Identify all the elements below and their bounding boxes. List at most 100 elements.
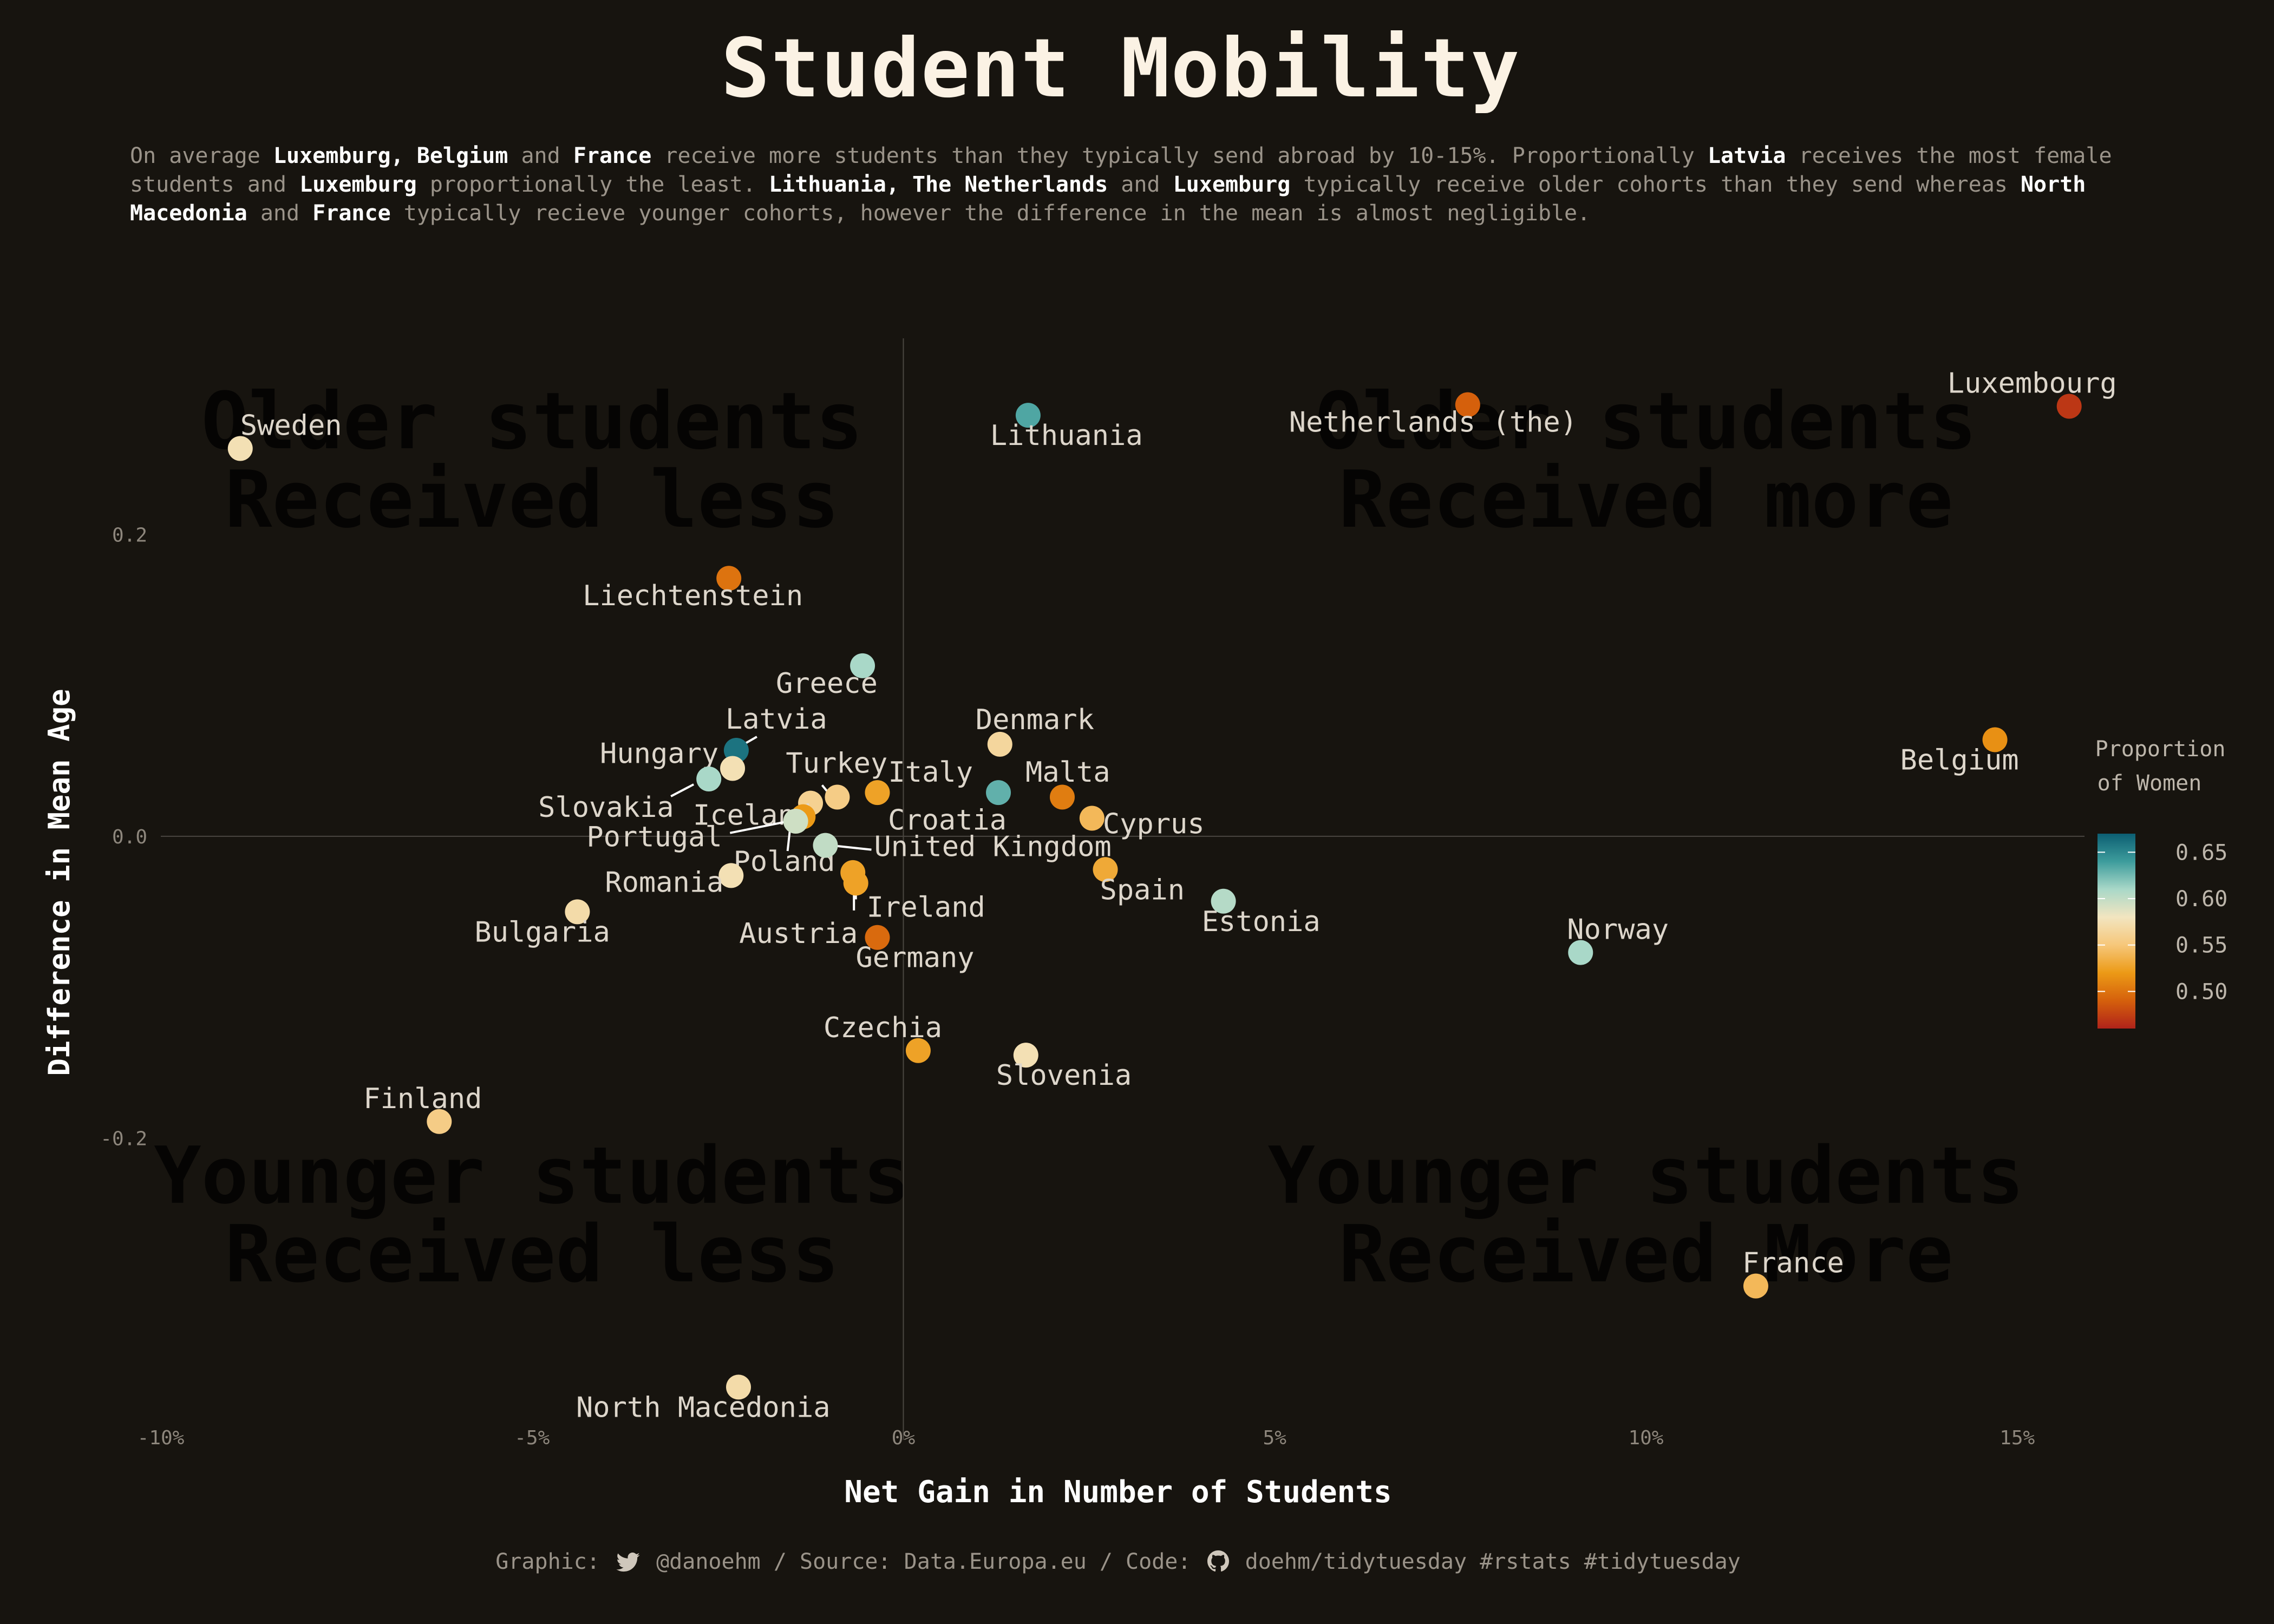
- point-label: United Kingdom: [874, 831, 1111, 863]
- data-point: [1455, 392, 1480, 417]
- x-tick-label: 10%: [1628, 1427, 1663, 1449]
- chart-subtitle: On average Luxemburg, Belgium and France…: [130, 142, 2122, 228]
- data-point: [1743, 1273, 1768, 1299]
- x-tick-label: -10%: [138, 1427, 185, 1449]
- data-point: [987, 731, 1012, 757]
- x-tick-label: 0%: [892, 1427, 916, 1449]
- subtitle-text: typically receive older cohorts than the…: [1290, 172, 2021, 197]
- data-point: [783, 809, 808, 834]
- subtitle-text: receive more students than they typicall…: [651, 143, 1708, 168]
- quadrant-label: Older students: [1315, 376, 1977, 467]
- subtitle-text: and: [1108, 172, 1173, 197]
- data-point: [825, 784, 850, 810]
- point-label: Czechia: [824, 1012, 942, 1044]
- twitter-icon: [616, 1553, 640, 1577]
- point-label: Ireland: [867, 891, 985, 924]
- chart-footer: Graphic: @danoehm / Source: Data.Europa.…: [0, 1549, 2236, 1577]
- data-point: [1049, 784, 1075, 810]
- data-point: [726, 1374, 752, 1400]
- legend-title: Proportion: [2095, 737, 2226, 762]
- quadrant-label: Older students: [201, 376, 863, 467]
- subtitle-highlight: Latvia: [1707, 143, 1786, 168]
- page-title: Student Mobility: [721, 22, 1521, 116]
- data-point: [1015, 403, 1041, 428]
- subtitle-highlight: France: [312, 201, 391, 226]
- subtitle-highlight: Lithuania, The Netherlands: [769, 172, 1108, 197]
- data-point: [865, 925, 890, 950]
- data-point: [1982, 727, 2008, 752]
- data-point: [427, 1109, 452, 1134]
- point-label: Slovakia: [538, 791, 674, 824]
- point-label: Belgium: [1900, 744, 2019, 777]
- point-label: North Macedonia: [576, 1391, 831, 1424]
- legend-tick-label: 0.55: [2175, 933, 2227, 958]
- point-label: Spain: [1100, 874, 1185, 906]
- repo-text: doehm/tidytuesday #rstats #tidytuesday: [1245, 1549, 1741, 1574]
- legend-tick-label: 0.50: [2175, 979, 2227, 1004]
- point-label: Estonia: [1202, 906, 1321, 938]
- data-point: [905, 1038, 931, 1063]
- point-label: Finland: [363, 1083, 482, 1115]
- subtitle-highlight: Luxemburg: [1173, 172, 1291, 197]
- point-label: Croatia: [888, 804, 1007, 836]
- legend-tick-label: 0.65: [2175, 840, 2227, 865]
- data-point: [716, 566, 742, 591]
- quadrant-label: Younger students: [154, 1130, 910, 1222]
- subtitle-highlight: France: [573, 143, 652, 168]
- subtitle-text: proportionally the least.: [416, 172, 769, 197]
- point-label: Germany: [855, 942, 974, 974]
- point-label: Lithuania: [990, 420, 1143, 452]
- point-label: Netherlands (the): [1289, 407, 1577, 439]
- subtitle-text: typically recieve younger cohorts, howev…: [390, 201, 1591, 226]
- x-axis-title: Net Gain in Number of Students: [844, 1475, 1391, 1510]
- data-point: [1013, 1043, 1038, 1068]
- subtitle-text: receives the most female students and: [130, 143, 2112, 197]
- point-label: Turkey: [786, 747, 887, 780]
- label-leader-line: [670, 783, 695, 797]
- data-point: [720, 756, 746, 781]
- subtitle-text: and: [247, 201, 313, 226]
- subtitle-highlight: Luxemburg, Belgium: [273, 143, 508, 168]
- data-point: [696, 767, 722, 791]
- point-label: Latvia: [726, 703, 827, 736]
- point-label: France: [1742, 1247, 1844, 1280]
- subtitle-text: and: [508, 143, 573, 168]
- point-label: Norway: [1567, 914, 1669, 946]
- point-label: Italy: [888, 756, 973, 789]
- subtitle-highlight: North Macedonia: [130, 172, 2086, 226]
- quadrant-label: Received less: [225, 454, 839, 546]
- y-tick-label: 0.2: [112, 524, 147, 546]
- point-label: Denmark: [976, 704, 1094, 736]
- y-axis-title: Difference in Mean Age: [42, 689, 76, 1076]
- data-point: [850, 653, 875, 678]
- legend-colorbar: [2097, 834, 2135, 1029]
- data-point: [565, 899, 590, 925]
- data-point: [1093, 857, 1118, 882]
- data-point: [2056, 394, 2082, 419]
- point-label: Greece: [776, 667, 878, 700]
- y-tick-label: 0.0: [112, 826, 147, 848]
- data-point: [1211, 888, 1236, 914]
- data-point: [865, 780, 890, 806]
- data-point: [718, 863, 744, 888]
- data-point: [843, 870, 868, 896]
- point-label: Hungary: [600, 737, 718, 770]
- point-label: Portugal: [586, 821, 722, 854]
- data-point: [813, 833, 838, 858]
- subtitle-text: On average: [130, 143, 273, 168]
- subtitle-highlight: Luxemburg: [299, 172, 417, 197]
- point-label: Slovenia: [996, 1059, 1132, 1092]
- point-label: Cyprus: [1103, 808, 1205, 840]
- github-icon: [1207, 1550, 1229, 1577]
- legend-tick-label: 0.60: [2175, 887, 2227, 912]
- point-label: Sweden: [240, 410, 342, 442]
- point-label: Romania: [605, 866, 723, 899]
- quadrant-label: Received More: [1339, 1209, 1953, 1300]
- point-label: Malta: [1025, 756, 1110, 789]
- data-point: [227, 436, 253, 461]
- point-label: Luxembourg: [1948, 367, 2117, 400]
- x-tick-label: -5%: [514, 1427, 550, 1449]
- point-label: Bulgaria: [474, 916, 610, 948]
